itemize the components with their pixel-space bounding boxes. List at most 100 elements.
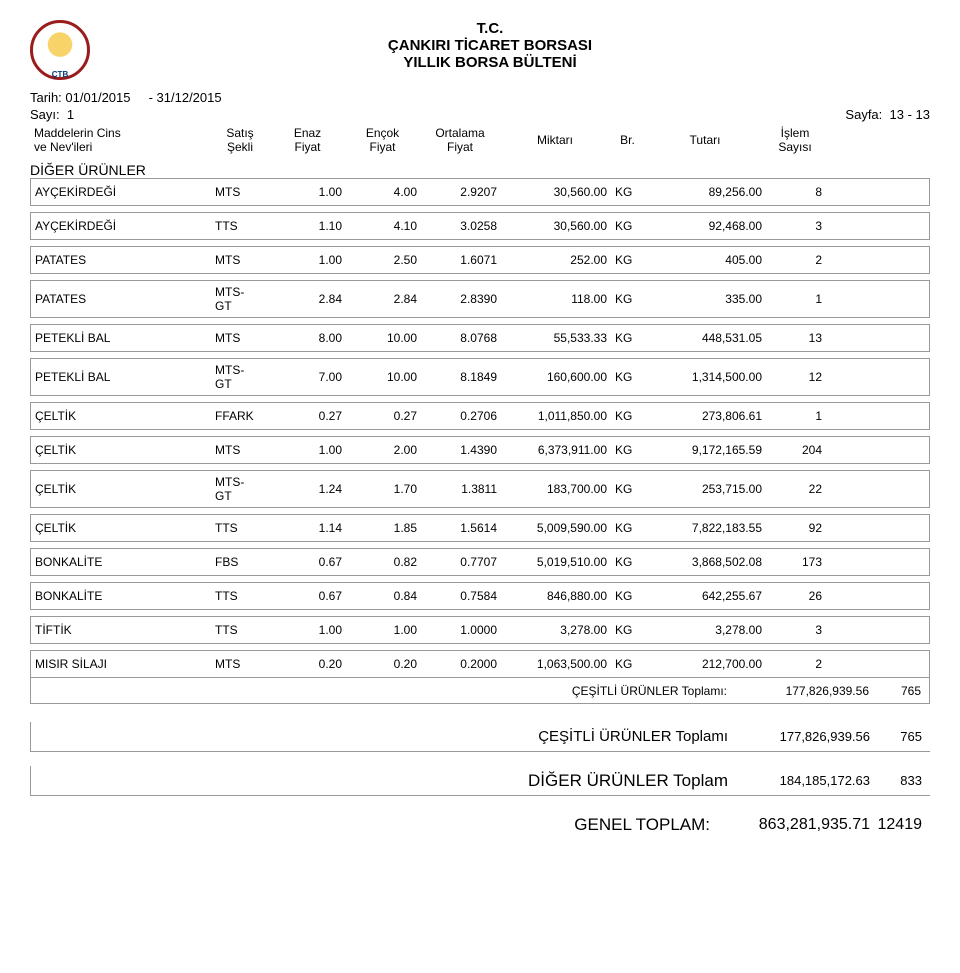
row-miktar: 118.00 bbox=[501, 290, 611, 308]
row-enaz: 1.00 bbox=[271, 183, 346, 201]
header-line3: YILLIK BORSA BÜLTENİ bbox=[110, 54, 870, 71]
col-encok-1: Ençok bbox=[349, 126, 416, 140]
row-enaz: 8.00 bbox=[271, 329, 346, 347]
total-row: DİĞER ÜRÜNLER Toplam 184,185,172.63833 bbox=[30, 766, 930, 796]
row-encok: 2.00 bbox=[346, 441, 421, 459]
row-miktar: 55,533.33 bbox=[501, 329, 611, 347]
row-miktar: 846,880.00 bbox=[501, 587, 611, 605]
total-row: ÇEŞİTLİ ÜRÜNLER Toplamı177,826,939.56765 bbox=[30, 722, 930, 752]
row-sekli: MTS bbox=[211, 329, 271, 347]
row-enaz: 1.14 bbox=[271, 519, 346, 537]
row-name: BONKALİTE bbox=[31, 587, 211, 605]
table-row: ÇELTİKFFARK0.270.270.27061,011,850.00KG2… bbox=[30, 402, 930, 430]
row-name: ÇELTİK bbox=[31, 480, 211, 498]
row-enaz: 0.20 bbox=[271, 655, 346, 673]
row-sekli: FFARK bbox=[211, 407, 271, 425]
row-ort: 8.1849 bbox=[421, 368, 501, 386]
total-value: 184,185,172.63 bbox=[740, 773, 870, 788]
total-label: ÇEŞİTLİ ÜRÜNLER Toplamı bbox=[538, 728, 728, 745]
tarih-to: 31/12/2015 bbox=[157, 90, 222, 105]
total-label: DİĞER ÜRÜNLER Toplam bbox=[528, 771, 728, 791]
table-row: BONKALİTETTS0.670.840.7584846,880.00KG64… bbox=[30, 582, 930, 610]
row-tutar: 3,868,502.08 bbox=[646, 553, 766, 571]
tarih-sep: - bbox=[149, 90, 153, 105]
row-enaz: 7.00 bbox=[271, 368, 346, 386]
sayfa-value: 13 - 13 bbox=[890, 107, 930, 122]
row-encok: 1.85 bbox=[346, 519, 421, 537]
row-br: KG bbox=[611, 217, 646, 235]
row-ort: 2.9207 bbox=[421, 183, 501, 201]
row-br: KG bbox=[611, 553, 646, 571]
table-row: ÇELTİKTTS1.141.851.56145,009,590.00KG7,8… bbox=[30, 514, 930, 542]
row-enaz: 0.67 bbox=[271, 553, 346, 571]
row-sekli: TTS bbox=[211, 621, 271, 639]
row-sekli: MTS bbox=[211, 183, 271, 201]
row-islem: 92 bbox=[766, 519, 826, 537]
row-name: PATATES bbox=[31, 251, 211, 269]
row-islem: 2 bbox=[766, 251, 826, 269]
subtotal-label: ÇEŞİTLİ ÜRÜNLER Toplamı: bbox=[572, 684, 727, 698]
subtotal-row: ÇEŞİTLİ ÜRÜNLER Toplamı: 177,826,939.56 … bbox=[30, 678, 930, 704]
row-tutar: 273,806.61 bbox=[646, 407, 766, 425]
row-islem: 1 bbox=[766, 407, 826, 425]
table-row: TİFTİKTTS1.001.001.00003,278.00KG3,278.0… bbox=[30, 616, 930, 644]
row-name: PATATES bbox=[31, 290, 211, 308]
row-ort: 3.0258 bbox=[421, 217, 501, 235]
row-islem: 204 bbox=[766, 441, 826, 459]
row-ort: 0.7584 bbox=[421, 587, 501, 605]
col-tutar: Tutarı bbox=[649, 133, 761, 147]
row-miktar: 30,560.00 bbox=[501, 217, 611, 235]
col-enaz-2: Fiyat bbox=[274, 140, 341, 154]
row-name: AYÇEKİRDEĞİ bbox=[31, 217, 211, 235]
row-name: MISIR SİLAJI bbox=[31, 655, 211, 673]
row-name: AYÇEKİRDEĞİ bbox=[31, 183, 211, 201]
row-miktar: 3,278.00 bbox=[501, 621, 611, 639]
row-enaz: 2.84 bbox=[271, 290, 346, 308]
row-tutar: 335.00 bbox=[646, 290, 766, 308]
col-miktar: Miktarı bbox=[504, 133, 606, 147]
row-sekli: MTS bbox=[211, 655, 271, 673]
row-encok: 10.00 bbox=[346, 329, 421, 347]
row-tutar: 448,531.05 bbox=[646, 329, 766, 347]
row-islem: 8 bbox=[766, 183, 826, 201]
table-row: PETEKLİ BALMTS-GT7.0010.008.1849160,600.… bbox=[30, 358, 930, 396]
row-sekli: TTS bbox=[211, 217, 271, 235]
row-encok: 2.50 bbox=[346, 251, 421, 269]
row-sekli: MTS bbox=[211, 251, 271, 269]
row-tutar: 253,715.00 bbox=[646, 480, 766, 498]
grand-total-label: GENEL TOPLAM: bbox=[574, 815, 710, 835]
grand-total-count: 12419 bbox=[870, 816, 930, 834]
row-br: KG bbox=[611, 290, 646, 308]
row-sekli: TTS bbox=[211, 587, 271, 605]
col-islem-2: Sayısı bbox=[769, 140, 821, 154]
row-tutar: 9,172,165.59 bbox=[646, 441, 766, 459]
row-encok: 10.00 bbox=[346, 368, 421, 386]
row-br: KG bbox=[611, 183, 646, 201]
col-islem-1: İşlem bbox=[769, 126, 821, 140]
row-islem: 173 bbox=[766, 553, 826, 571]
row-enaz: 1.00 bbox=[271, 251, 346, 269]
col-br: Br. bbox=[614, 133, 641, 147]
total-count: 833 bbox=[870, 773, 930, 788]
row-tutar: 7,822,183.55 bbox=[646, 519, 766, 537]
row-tutar: 3,278.00 bbox=[646, 621, 766, 639]
sayfa-label: Sayfa: bbox=[845, 107, 882, 122]
row-sekli: MTS-GT bbox=[211, 473, 271, 505]
row-br: KG bbox=[611, 251, 646, 269]
row-encok: 0.82 bbox=[346, 553, 421, 571]
row-islem: 12 bbox=[766, 368, 826, 386]
table-row: BONKALİTEFBS0.670.820.77075,019,510.00KG… bbox=[30, 548, 930, 576]
total-count: 765 bbox=[870, 729, 930, 744]
row-encok: 2.84 bbox=[346, 290, 421, 308]
table-row: PATATESMTS1.002.501.6071252.00KG405.002 bbox=[30, 246, 930, 274]
subtotal-count: 765 bbox=[869, 684, 929, 698]
row-enaz: 1.10 bbox=[271, 217, 346, 235]
row-miktar: 1,011,850.00 bbox=[501, 407, 611, 425]
row-ort: 0.7707 bbox=[421, 553, 501, 571]
table-row: PETEKLİ BALMTS8.0010.008.076855,533.33KG… bbox=[30, 324, 930, 352]
row-islem: 3 bbox=[766, 217, 826, 235]
row-ort: 1.5614 bbox=[421, 519, 501, 537]
row-ort: 0.2706 bbox=[421, 407, 501, 425]
row-ort: 1.4390 bbox=[421, 441, 501, 459]
row-miktar: 5,009,590.00 bbox=[501, 519, 611, 537]
